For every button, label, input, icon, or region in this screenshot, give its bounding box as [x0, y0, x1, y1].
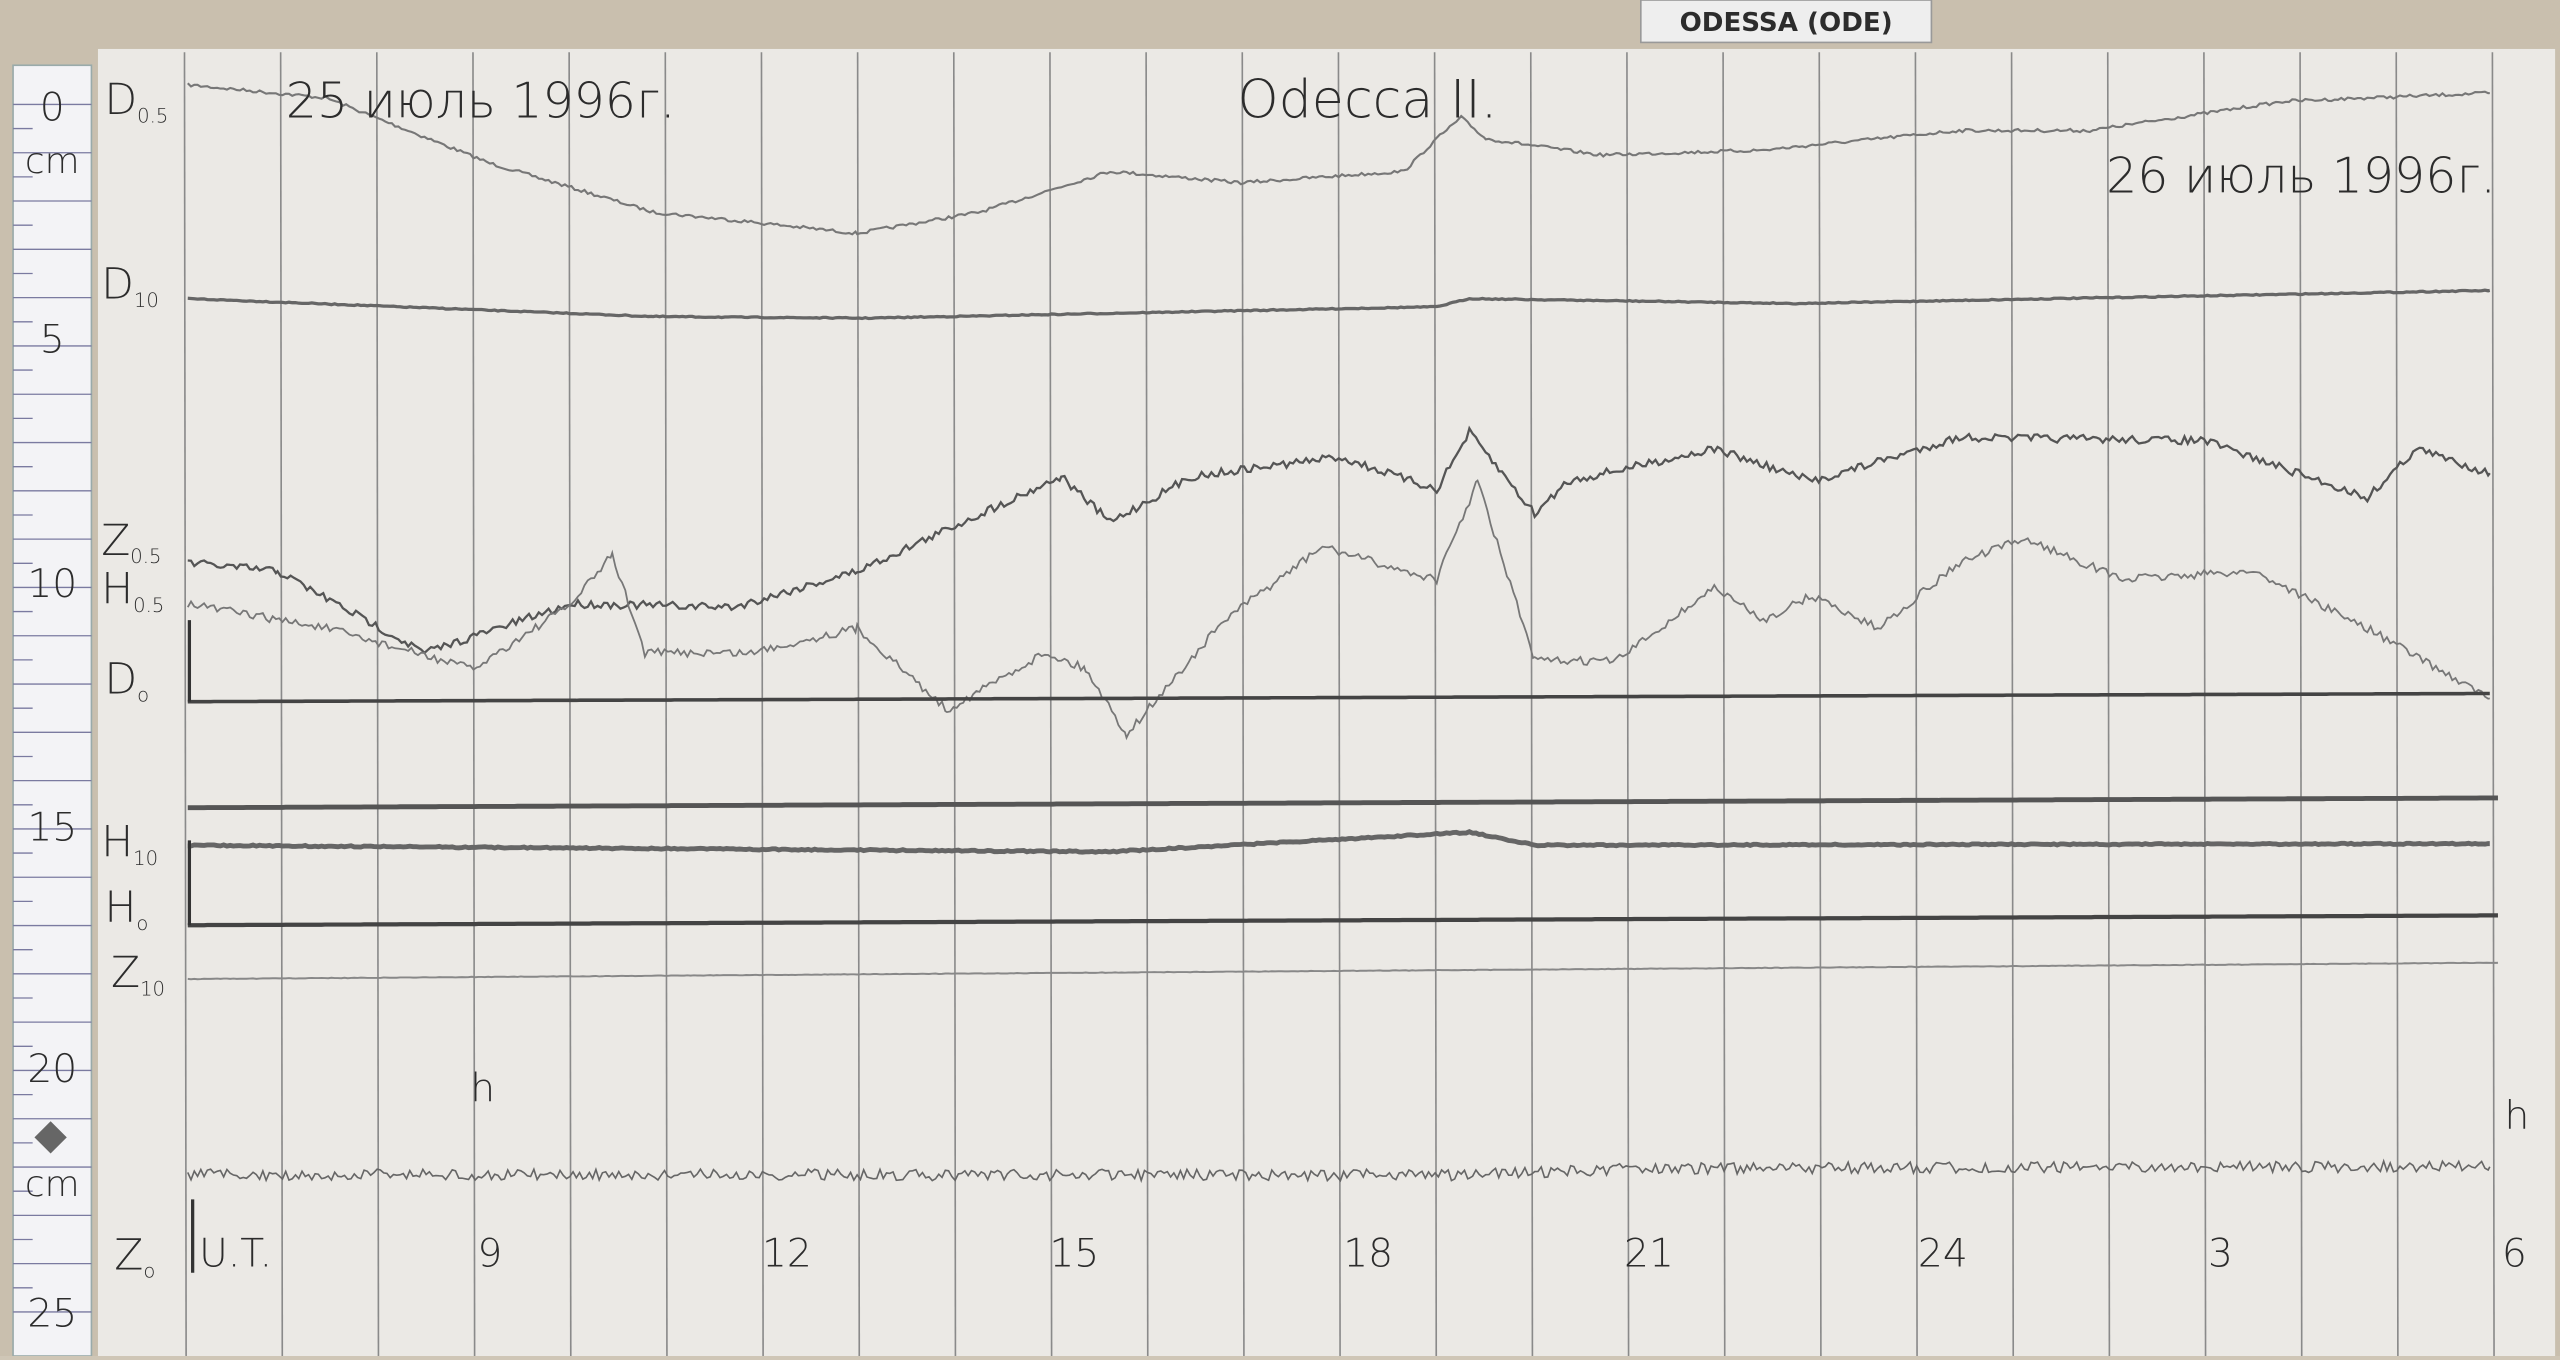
trace [187, 961, 2499, 981]
hour-line [472, 52, 476, 1357]
hour-label: 9 [477, 1231, 502, 1276]
trace-label: D10 [101, 261, 159, 312]
trace-label: D0.5 [104, 76, 168, 127]
hour-line [952, 52, 957, 1357]
trace [187, 829, 2490, 855]
hour-unit: h [470, 1066, 495, 1111]
trace [187, 691, 2490, 704]
hour-line [183, 52, 187, 1357]
hour-line [2395, 52, 2399, 1357]
hour-line [1529, 52, 1534, 1357]
hour-line [376, 52, 380, 1357]
hour-label: 12 [762, 1231, 812, 1276]
hour-line [1914, 52, 1918, 1357]
hour-line [1722, 52, 1726, 1357]
hour-label: 6 [2502, 1231, 2527, 1276]
ruler-label: cm [25, 1164, 80, 1205]
ruler-label: 20 [27, 1047, 77, 1092]
trace-label: H0.5 [101, 566, 164, 617]
trace [187, 288, 2491, 321]
trace-label: H10 [101, 819, 158, 870]
hour-line [1049, 52, 1053, 1357]
station-name: Odecca II. [1238, 71, 1498, 131]
hour-line [1145, 52, 1149, 1357]
ruler [12, 64, 93, 1357]
station-tag-box [1640, 0, 1933, 44]
hour-label: 3 [2208, 1231, 2233, 1276]
chart-paper [97, 48, 2556, 1356]
hour-line [2203, 52, 2207, 1357]
hour-line [664, 52, 668, 1357]
trace-label: Z0.5 [101, 517, 161, 568]
ruler-label: 0 [40, 86, 65, 131]
hour-label: 15 [1049, 1231, 1099, 1276]
ruler-label: 15 [27, 805, 77, 850]
station-tag: ODESSA (ODE) [1680, 8, 1893, 38]
hour-line [1433, 52, 1438, 1357]
hour-unit: h [2504, 1094, 2529, 1139]
trace [187, 82, 2490, 236]
hour-line [856, 52, 861, 1357]
date-start: 25 июль 1996г. [286, 72, 676, 129]
hour-label: 21 [1624, 1231, 1674, 1276]
hour-line [1337, 52, 1341, 1357]
hour-line [2299, 52, 2303, 1357]
ruler-label: 5 [40, 317, 65, 362]
ruler-label: 25 [27, 1292, 77, 1337]
ruler-label: 10 [27, 562, 77, 607]
time-axis-label: U.T. [199, 1231, 272, 1276]
hour-line [760, 52, 764, 1357]
trace-label: Ho [104, 884, 148, 935]
trace [187, 1158, 2491, 1184]
hour-label: 24 [1918, 1231, 1968, 1276]
trace-label: Zo [114, 1232, 155, 1283]
hour-line [1818, 52, 1822, 1357]
trace [186, 479, 2490, 741]
trace [187, 795, 2498, 811]
hour-line [568, 52, 572, 1357]
ruler-label: cm [25, 141, 80, 182]
date-end: 26 июль 1996г. [2106, 148, 2496, 205]
hour-line [1626, 52, 1630, 1357]
hour-line [2491, 52, 2495, 1357]
hour-line [1241, 52, 1245, 1357]
trace-label: Do [104, 656, 149, 707]
hour-line [2010, 52, 2015, 1357]
hour-label: 18 [1343, 1231, 1393, 1276]
hour-line [279, 52, 284, 1357]
hour-line [2106, 52, 2111, 1357]
trace [187, 913, 2498, 928]
trace-label: Z10 [111, 949, 165, 1000]
